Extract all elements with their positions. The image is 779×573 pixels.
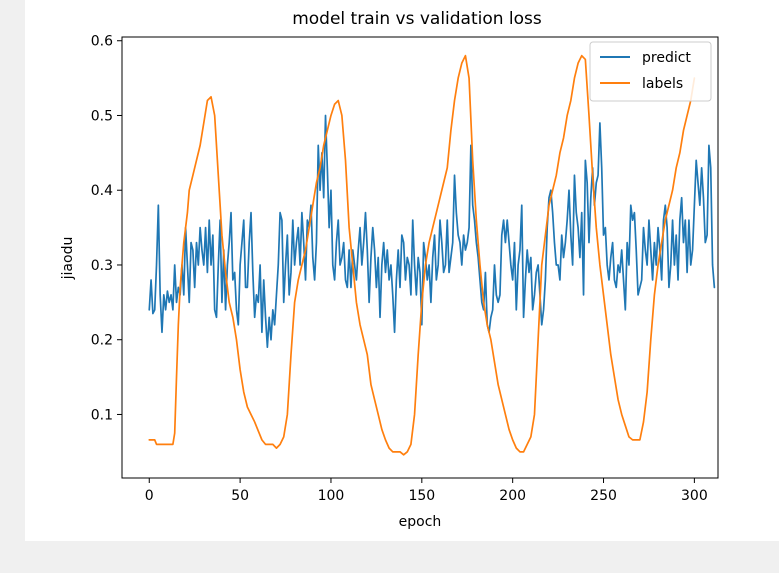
y-tick-label: 0.4 bbox=[91, 183, 113, 199]
y-axis: 0.1 0.2 0.3 0.4 0.5 0.6 bbox=[91, 34, 122, 423]
y-tick-label: 0.2 bbox=[91, 333, 113, 349]
y-tick-label: 0.5 bbox=[91, 108, 113, 124]
plot-frame bbox=[121, 36, 719, 479]
x-tick-label: 300 bbox=[681, 488, 708, 504]
legend-label-predict: predict bbox=[642, 50, 691, 66]
y-tick-label: 0.1 bbox=[91, 407, 113, 423]
y-tick-label: 0.6 bbox=[91, 34, 113, 50]
line-chart: model train vs validation loss 0 50 100 150… bbox=[60, 9, 719, 530]
x-tick-label: 0 bbox=[145, 488, 154, 504]
legend: predict labels bbox=[589, 41, 712, 102]
x-axis-label: epoch bbox=[399, 514, 442, 530]
legend-label-labels: labels bbox=[642, 76, 683, 92]
series-line-predict bbox=[148, 114, 716, 349]
y-axis-label: jiaodu bbox=[60, 237, 76, 281]
series-layer bbox=[148, 54, 716, 456]
series-line-labels bbox=[148, 54, 696, 456]
x-tick-label: 250 bbox=[590, 488, 617, 504]
x-axis: 0 50 100 150 200 250 300 bbox=[145, 478, 708, 504]
x-tick-label: 200 bbox=[499, 488, 526, 504]
x-tick-label: 100 bbox=[318, 488, 345, 504]
x-tick-label: 150 bbox=[408, 488, 435, 504]
y-tick-label: 0.3 bbox=[91, 258, 113, 274]
chart-title: model train vs validation loss bbox=[292, 9, 542, 29]
plot-area bbox=[121, 36, 719, 479]
chart-figure: model train vs validation loss 0 50 100 150… bbox=[25, 0, 779, 541]
x-tick-label: 50 bbox=[231, 488, 249, 504]
